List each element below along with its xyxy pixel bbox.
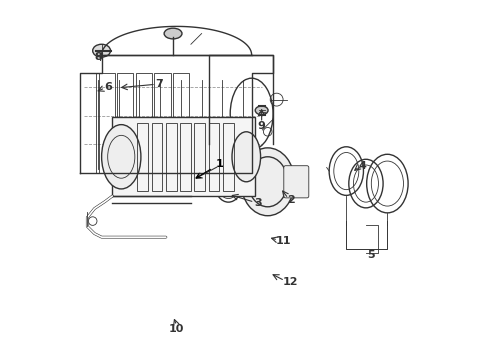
Bar <box>154 73 170 173</box>
Bar <box>194 123 205 191</box>
Bar <box>80 73 96 173</box>
Ellipse shape <box>102 125 141 189</box>
Text: 5: 5 <box>367 250 374 260</box>
Bar <box>180 123 190 191</box>
Bar <box>99 73 115 173</box>
Ellipse shape <box>164 28 182 39</box>
Text: 6: 6 <box>104 82 112 92</box>
Bar <box>208 123 219 191</box>
Bar <box>136 73 152 173</box>
Text: 8: 8 <box>94 52 102 62</box>
Bar <box>151 123 162 191</box>
Ellipse shape <box>231 132 260 182</box>
Bar <box>117 73 133 173</box>
Ellipse shape <box>241 148 294 216</box>
Text: 2: 2 <box>286 195 294 204</box>
Text: 11: 11 <box>275 236 290 246</box>
Bar <box>165 123 176 191</box>
Ellipse shape <box>93 44 110 57</box>
FancyBboxPatch shape <box>283 166 308 198</box>
Text: 7: 7 <box>155 78 163 89</box>
Text: 12: 12 <box>282 277 297 287</box>
Text: 9: 9 <box>257 121 265 131</box>
Bar <box>112 117 255 196</box>
Text: 10: 10 <box>168 324 184 334</box>
Bar <box>173 73 189 173</box>
Text: 4: 4 <box>358 161 366 171</box>
Ellipse shape <box>255 106 267 114</box>
Text: 1: 1 <box>196 159 223 178</box>
Bar <box>137 123 148 191</box>
Text: 3: 3 <box>254 198 262 208</box>
Bar <box>223 123 233 191</box>
